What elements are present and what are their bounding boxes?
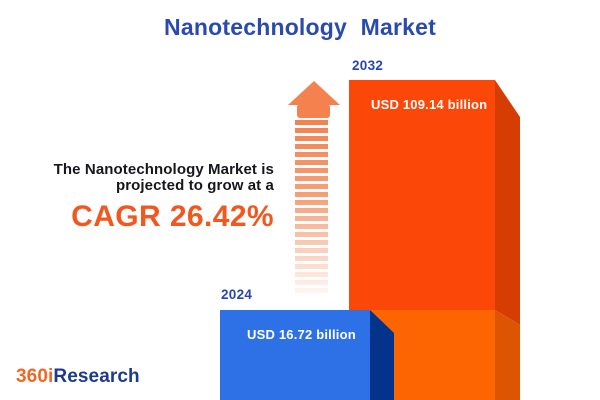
annotation-line-1: The Nanotechnology Market is (53, 161, 274, 178)
growth-arrow-neck (297, 104, 330, 118)
bar-2024-side (370, 310, 394, 400)
growth-arrow-head-icon (288, 81, 340, 105)
bar-2024-year-label: 2024 (221, 287, 253, 302)
bar-2032-value-label: USD 109.14 billion (371, 97, 488, 112)
bar-2032-side-upper (495, 80, 520, 325)
bar-2032-year-label: 2032 (352, 58, 384, 73)
bar-2024-value-label: USD 16.72 billion (247, 327, 356, 342)
annotation-line-2: projected to grow at a (115, 177, 274, 194)
growth-annotation: The Nanotechnology Market is projected t… (28, 162, 274, 232)
bar-2032-side-lower (495, 310, 520, 400)
brand-logo-suffix: Research (53, 366, 140, 387)
page-title: Nanotechnology Market (164, 14, 436, 40)
bar-2024-front (220, 310, 370, 400)
brand-logo: 360iResearch (16, 366, 140, 388)
cagr-value: CAGR 26.42% (71, 200, 274, 233)
bar-2032-front-upper (349, 80, 495, 310)
brand-logo-prefix: 360i (16, 366, 54, 387)
growth-arrow-shaft (295, 120, 328, 296)
